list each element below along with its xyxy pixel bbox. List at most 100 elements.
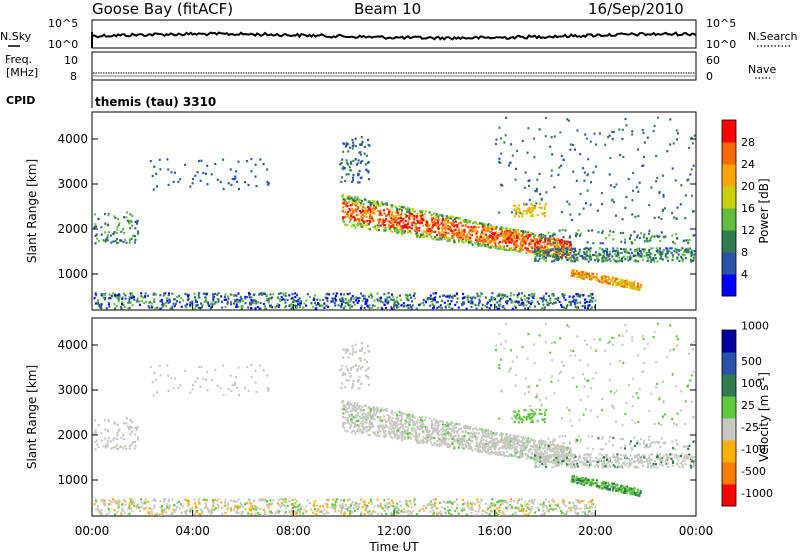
velocity-point	[487, 430, 489, 433]
power-point	[447, 299, 449, 303]
velocity-point	[557, 462, 560, 465]
velocity-point	[454, 430, 457, 433]
power-point	[479, 239, 482, 242]
power-point	[486, 301, 489, 304]
power-point	[660, 217, 663, 221]
power-point	[616, 247, 619, 250]
power-point	[346, 205, 349, 208]
power-point	[523, 243, 526, 246]
power-point	[487, 224, 489, 227]
power-point	[365, 168, 368, 171]
power-point	[168, 292, 170, 295]
power-point	[407, 214, 410, 217]
power-point	[353, 202, 356, 205]
velocity-point	[504, 436, 507, 439]
power-point	[410, 307, 413, 310]
velocity-point	[407, 414, 410, 417]
power-point	[586, 241, 589, 244]
power-point	[335, 299, 338, 302]
power-point	[554, 239, 557, 242]
power-point	[566, 248, 569, 251]
velocity-point	[514, 435, 517, 438]
power-point	[520, 245, 523, 248]
velocity-point	[506, 440, 509, 443]
power-point	[240, 297, 243, 301]
power-point	[345, 159, 348, 162]
power-point	[646, 240, 649, 243]
power-point	[373, 202, 375, 205]
power-point	[489, 230, 492, 233]
power-point	[573, 260, 576, 263]
power-point	[536, 246, 539, 249]
power-point	[499, 227, 502, 230]
power-point	[443, 222, 446, 225]
power-point	[160, 298, 163, 302]
power-point	[502, 304, 505, 308]
power-point	[133, 296, 135, 299]
power-point	[572, 143, 575, 147]
power-point	[479, 235, 482, 238]
power-point	[367, 227, 370, 230]
power-point	[587, 229, 590, 232]
power-point	[582, 294, 585, 297]
power-point	[643, 254, 646, 258]
velocity-point	[441, 425, 444, 428]
power-point	[444, 233, 447, 236]
velocity-point	[684, 463, 687, 466]
power-point	[296, 306, 298, 309]
velocity-point	[474, 448, 477, 451]
velocity-point	[493, 441, 496, 444]
power-point	[486, 239, 489, 242]
power-point	[365, 211, 368, 214]
power-point	[213, 302, 216, 305]
power-point	[401, 205, 404, 208]
power-point	[578, 275, 580, 278]
power-point	[519, 248, 522, 251]
power-point	[389, 210, 392, 213]
velocity-point	[542, 447, 545, 450]
power-point	[354, 200, 357, 203]
power-point	[303, 302, 306, 305]
power-point	[232, 293, 235, 297]
power-point	[364, 220, 367, 223]
power-point	[420, 215, 422, 218]
power-point	[471, 230, 474, 233]
power-point	[650, 258, 653, 261]
power-point	[604, 280, 607, 283]
velocity-point	[510, 444, 513, 447]
power-point	[122, 303, 125, 306]
velocity-point	[554, 458, 557, 461]
power-point	[469, 296, 472, 299]
power-point	[210, 173, 213, 176]
velocity-point	[506, 433, 508, 436]
power-point	[312, 297, 315, 300]
power-point	[653, 235, 656, 238]
power-point	[390, 213, 393, 216]
power-point	[590, 274, 593, 278]
power-point	[486, 302, 489, 306]
nave-label: Nave	[748, 63, 776, 76]
velocity-point	[444, 434, 447, 437]
velocity-point	[347, 421, 350, 424]
power-point	[540, 239, 542, 242]
velocity-point	[560, 444, 563, 448]
power-point	[233, 302, 235, 305]
power-point	[411, 213, 414, 216]
power-point	[256, 306, 259, 309]
power-point	[648, 249, 651, 252]
power-point	[425, 224, 428, 227]
power-point	[501, 235, 504, 238]
power-point	[415, 216, 418, 219]
velocity-point	[519, 454, 522, 457]
power-point	[589, 255, 592, 258]
power-point	[346, 161, 349, 164]
power-point	[523, 186, 526, 189]
power-point	[386, 203, 389, 206]
power-point	[533, 156, 536, 159]
velocity-point	[347, 403, 350, 406]
velocity-point	[540, 445, 542, 448]
velocity-point	[463, 436, 466, 440]
power-point	[657, 235, 659, 238]
velocity-point	[443, 433, 446, 436]
power-point	[549, 248, 552, 251]
